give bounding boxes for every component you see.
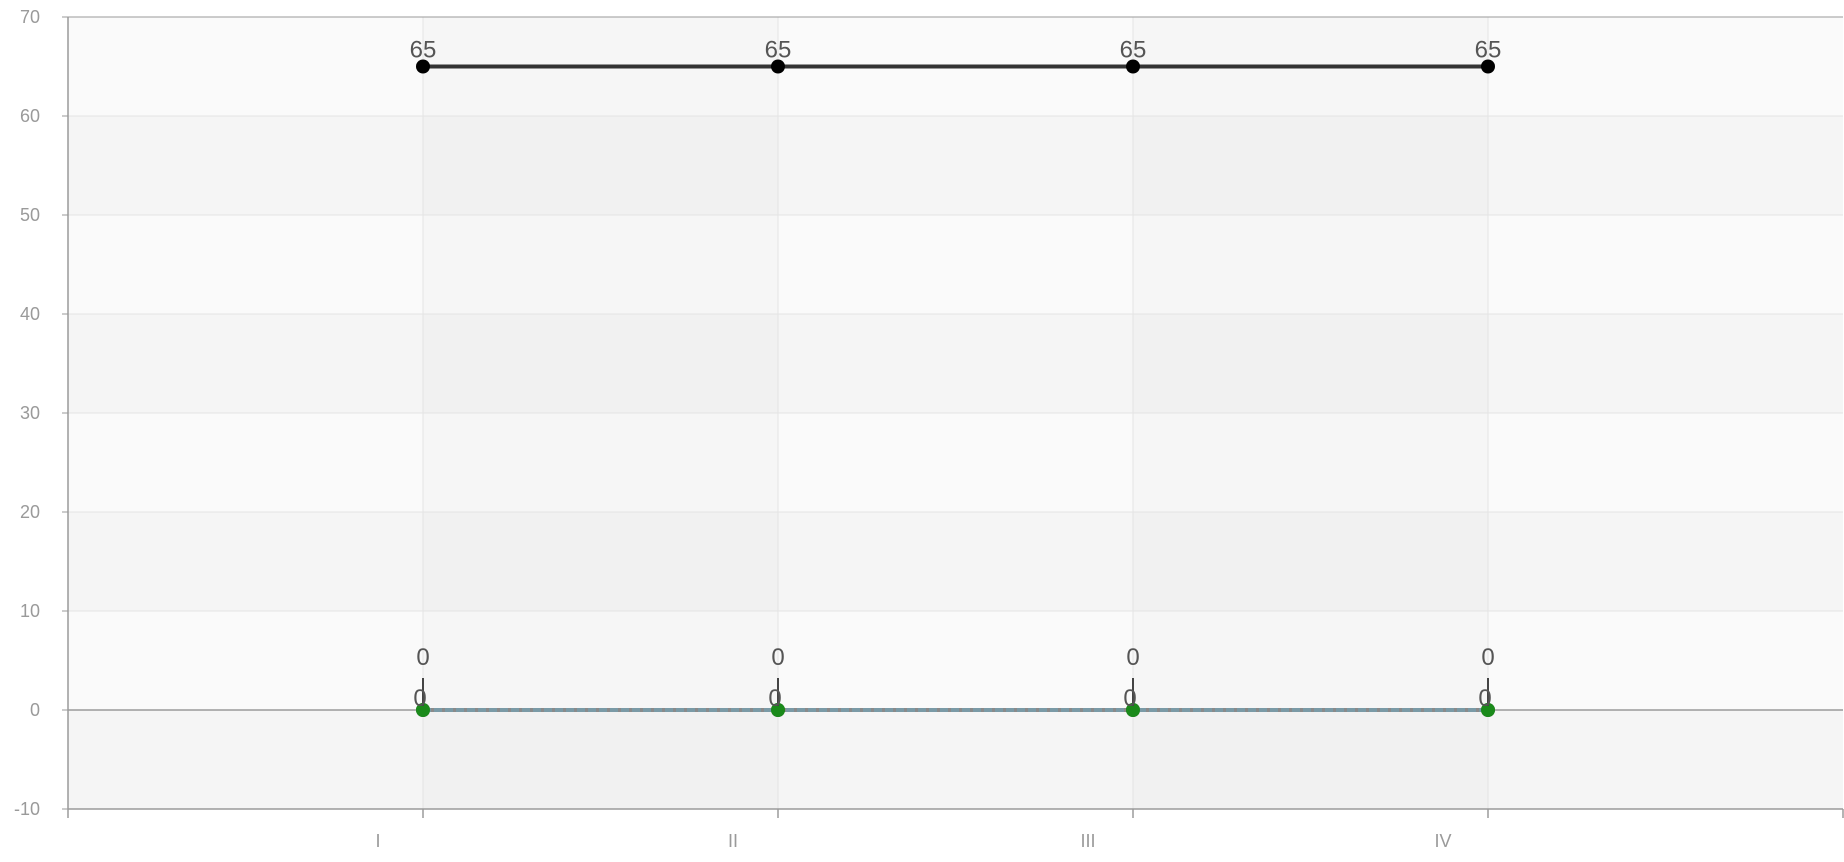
data-label: 0: [1478, 685, 1491, 712]
x-tick-label: IV: [1434, 831, 1451, 851]
data-label: 65: [410, 37, 437, 64]
y-tick-label: 70: [20, 7, 40, 27]
y-tick-label: -10: [14, 799, 40, 819]
y-tick-label: 10: [20, 601, 40, 621]
y-tick-label: 30: [20, 403, 40, 423]
series-point: [1126, 703, 1140, 717]
data-label: 0: [768, 685, 781, 712]
x-tick-label: III: [1080, 831, 1095, 851]
plot-band: [68, 710, 1843, 809]
data-label: 0: [413, 685, 426, 712]
plot-background-bands: [68, 17, 1843, 809]
x-axis-tick-labels: I II III IV: [375, 831, 1451, 851]
data-label: 65: [765, 37, 792, 64]
x-tick-label: I: [375, 831, 380, 851]
plot-band: [68, 413, 1843, 512]
plot-band: [68, 215, 1843, 314]
y-tick-label: 0: [30, 700, 40, 720]
series-point: [1481, 703, 1495, 717]
data-label: 0: [1123, 685, 1136, 712]
plot-band: [68, 512, 1843, 611]
data-label: 0: [1126, 644, 1139, 671]
plot-band: [68, 314, 1843, 413]
y-axis-tick-labels: -10 0 10 20 30 40 50 60 70: [14, 7, 40, 819]
data-labels: 65 65 65 65 0 0 0 0 0 0 0 0: [410, 37, 1502, 713]
series-group: [416, 59, 1495, 717]
plot-band: [68, 116, 1843, 215]
series-point: [416, 703, 430, 717]
series-point: [1126, 59, 1140, 74]
series-point: [416, 59, 430, 74]
data-label: 0: [1481, 644, 1494, 671]
data-label: 65: [1475, 37, 1502, 64]
data-label: 0: [771, 644, 784, 671]
series-point: [1481, 59, 1495, 74]
series-point: [771, 703, 785, 717]
y-tick-label: 40: [20, 304, 40, 324]
data-label: 0: [416, 644, 429, 671]
y-tick-label: 20: [20, 502, 40, 522]
data-label: 65: [1120, 37, 1147, 64]
x-tick-label: II: [728, 831, 738, 851]
plot-band: [68, 611, 1843, 710]
series-point: [771, 59, 785, 74]
y-tick-label: 50: [20, 205, 40, 225]
y-tick-label: 60: [20, 106, 40, 126]
